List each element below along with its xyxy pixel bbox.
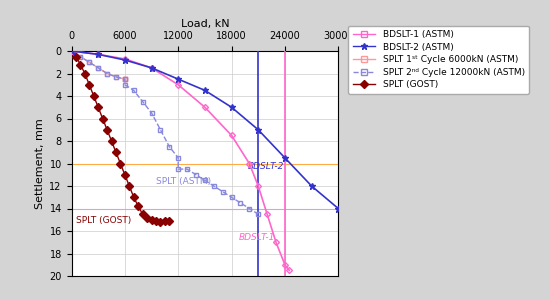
Text: BDSLT-1: BDSLT-1 [239, 233, 275, 242]
Text: SPLT (GOST): SPLT (GOST) [76, 216, 131, 225]
Legend: BDSLT-1 (ASTM), BDSLT-2 (ASTM), SPLT 1ˢᵗ Cycle 6000kN (ASTM), SPLT 2ⁿᵈ Cycle 120: BDSLT-1 (ASTM), BDSLT-2 (ASTM), SPLT 1ˢᵗ… [348, 26, 529, 94]
Text: BDSLT-2: BDSLT-2 [248, 162, 284, 171]
Text: SPLT (ASTM): SPLT (ASTM) [156, 177, 211, 186]
X-axis label: Load, kN: Load, kN [180, 19, 229, 29]
Y-axis label: Settlement, mm: Settlement, mm [35, 118, 45, 209]
